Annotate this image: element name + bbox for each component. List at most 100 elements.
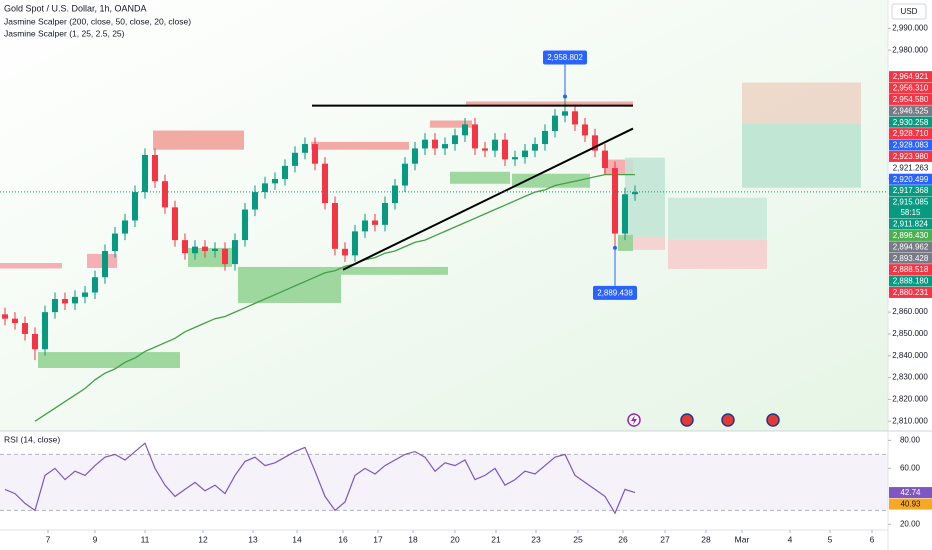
candle-body <box>502 139 508 160</box>
candle-body <box>342 248 348 256</box>
rsi-ma-label: 40.93 <box>900 500 921 509</box>
candle-body <box>32 333 38 350</box>
zone <box>466 101 633 106</box>
price-label-box <box>889 71 932 83</box>
candle-body <box>512 157 518 160</box>
y-tick-label: 2,860.000 <box>892 307 928 316</box>
zone <box>38 352 180 369</box>
callout-box <box>543 50 587 65</box>
candle-body <box>12 318 18 324</box>
y-tick-label: 2,810.000 <box>892 416 928 425</box>
callout-label: 2,958.802 <box>547 53 583 62</box>
x-tick-label: 6 <box>870 534 875 544</box>
zone <box>153 130 244 150</box>
zone <box>742 82 861 124</box>
price-label-box <box>889 150 932 162</box>
candle-body <box>292 152 298 166</box>
currency-box[interactable] <box>891 3 927 20</box>
price-label: 2,964.921 <box>893 72 929 81</box>
x-tick-label: 16 <box>338 534 348 544</box>
price-label-box <box>889 196 932 219</box>
price-label: 2,893.428 <box>893 254 929 263</box>
y-tick-label: 20.00 <box>900 520 921 529</box>
candle-body <box>362 220 368 232</box>
candle-body <box>192 246 198 254</box>
x-tick-label: 5 <box>828 534 833 544</box>
callout-point <box>613 245 617 250</box>
candle-body <box>22 323 28 334</box>
x-tick-label: 18 <box>408 534 418 544</box>
candle-body <box>612 168 618 234</box>
candle-body <box>392 185 398 203</box>
candle-body <box>542 130 548 145</box>
zone <box>668 239 767 269</box>
price-label-box <box>889 173 932 185</box>
candle-body <box>322 163 328 203</box>
candle-body <box>112 233 118 252</box>
zone <box>311 141 409 150</box>
price-label: 2,888.180 <box>893 277 929 286</box>
candle-body <box>442 144 448 149</box>
candle-body <box>352 231 358 256</box>
zone <box>450 171 510 184</box>
currency-label[interactable]: USD <box>901 7 918 16</box>
x-tick-label: 7 <box>46 534 51 544</box>
zone <box>430 120 472 128</box>
zone <box>618 234 633 252</box>
candle-body <box>372 220 378 225</box>
candle-body <box>2 314 8 319</box>
candle-body <box>592 135 598 151</box>
x-tick-label: 23 <box>531 534 541 544</box>
price-label-box <box>889 116 932 128</box>
candle-body <box>492 139 498 151</box>
candle-body <box>122 220 128 234</box>
candle-body <box>622 194 628 234</box>
candle-body <box>142 154 148 193</box>
candle-body <box>232 240 238 265</box>
candle-body <box>152 154 158 182</box>
price-label-box <box>889 264 932 276</box>
price-label-box <box>889 286 932 298</box>
y-tick-label: 2,990.000 <box>892 23 928 32</box>
rsi-value-label: 42.74 <box>900 488 921 497</box>
price-label: 2,896.430 <box>893 231 929 240</box>
indicator-label: Jasmine Scalper (1, 25, 2.5, 25) <box>4 28 125 38</box>
price-label: 2,915.085 <box>893 198 929 207</box>
callout-box <box>593 285 637 300</box>
x-tick-label: 4 <box>788 534 793 544</box>
y-tick-label: 2,830.000 <box>892 373 928 382</box>
price-label: 2,880.231 <box>893 288 929 297</box>
plot: 2,958.802 2,889.438 <box>0 50 888 515</box>
price-label: 2,928.083 <box>893 141 929 150</box>
rsi-title: RSI (14, close) <box>4 434 60 444</box>
rsi-background <box>0 432 888 530</box>
event-icon <box>680 413 694 427</box>
price-label-box <box>889 105 932 117</box>
candle-body <box>472 124 478 149</box>
price-label: 2,923.980 <box>893 152 929 161</box>
candle-body <box>532 144 538 151</box>
candle-body <box>82 292 88 297</box>
price-label-box <box>889 139 932 151</box>
candle-body <box>252 192 258 210</box>
callout-label: 2,889.438 <box>597 288 633 297</box>
candle-body <box>182 240 188 254</box>
candle-body <box>432 139 438 149</box>
candle-body <box>282 165 288 179</box>
x-tick-label: 12 <box>198 534 208 544</box>
price-label: 2,954.580 <box>893 95 929 104</box>
y-tick-label: 2,980.000 <box>892 45 928 54</box>
candle-body <box>312 144 318 164</box>
candle-body <box>302 144 308 153</box>
callout-point <box>563 94 567 99</box>
price-label-box <box>889 218 932 230</box>
candle-body <box>62 299 68 304</box>
price-label-box <box>889 93 932 105</box>
chart-title: Gold Spot / U.S. Dollar, 1h, OANDA <box>4 3 147 13</box>
price-label: 2,956.310 <box>893 84 929 93</box>
price-label: 2,946.525 <box>893 106 929 115</box>
price-label-box <box>889 185 932 197</box>
trend-line <box>342 127 634 271</box>
price-label-box <box>889 128 932 140</box>
rsi-ma-box <box>889 498 932 510</box>
